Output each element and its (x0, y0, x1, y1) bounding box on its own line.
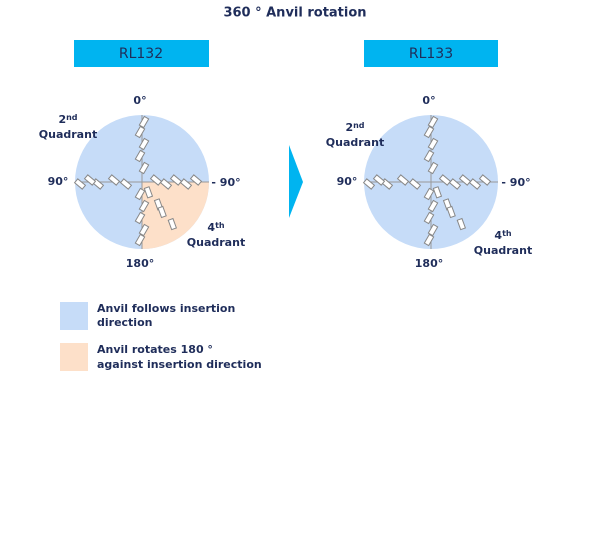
component (372, 174, 386, 186)
component (138, 161, 150, 175)
angle-label: 90° (337, 175, 358, 188)
quadrant-label: 4th (207, 221, 224, 235)
quadrant-label: Quadrant (474, 244, 532, 257)
component (396, 174, 410, 186)
legend-text: against insertion direction (97, 358, 262, 371)
component (408, 178, 422, 190)
component (169, 174, 183, 186)
title: 360 ° Anvil rotation (223, 6, 366, 21)
component (73, 178, 87, 190)
legend-swatch (60, 302, 88, 330)
component (427, 161, 439, 175)
component (83, 174, 97, 186)
component (448, 178, 462, 190)
component (423, 211, 435, 225)
component (432, 186, 443, 199)
component (157, 205, 167, 219)
component (427, 199, 439, 213)
q-suffix: nd (353, 121, 365, 130)
component (458, 174, 472, 186)
component (423, 187, 435, 201)
component (179, 178, 193, 190)
component (138, 115, 150, 129)
header-box (74, 40, 209, 67)
q-number: 2 (345, 121, 353, 134)
quadrant-label: 4th (494, 229, 511, 243)
component (138, 199, 150, 213)
angle-label: 180° (126, 257, 154, 270)
component (427, 137, 439, 151)
legend-text: Anvil follows insertion (97, 302, 235, 315)
quadrant-label: 2nd (345, 121, 364, 135)
legend-text: Anvil rotates 180 ° (97, 343, 213, 356)
component (423, 233, 435, 247)
angle-label: - 90° (501, 176, 530, 189)
angle-label: 0° (422, 94, 435, 107)
q-suffix: th (502, 229, 512, 238)
component (438, 174, 452, 186)
component (427, 223, 439, 237)
component (107, 174, 121, 186)
components (73, 115, 492, 247)
component (468, 178, 482, 190)
angle-label: 90° (48, 175, 69, 188)
q-suffix: th (215, 221, 225, 230)
component (427, 115, 439, 129)
component (423, 149, 435, 163)
angle-label: - 90° (211, 176, 240, 189)
component (138, 223, 150, 237)
legend-text: direction (97, 316, 152, 329)
q-number: 4 (494, 229, 502, 242)
component (189, 174, 203, 186)
quadrant-label: 2nd (58, 113, 77, 127)
component (134, 149, 146, 163)
angle-label: 180° (415, 257, 443, 270)
angle-label: 0° (133, 94, 146, 107)
component (423, 125, 435, 139)
component (478, 174, 492, 186)
quadrant-label: Quadrant (187, 236, 245, 249)
component (138, 137, 150, 151)
legend-swatch (60, 343, 88, 371)
component (446, 205, 456, 219)
q-number: 2 (58, 113, 66, 126)
component (362, 178, 376, 190)
component (456, 217, 467, 231)
component (119, 178, 133, 190)
q-suffix: nd (66, 113, 78, 122)
header-box (364, 40, 498, 67)
component (134, 233, 146, 247)
component (134, 187, 146, 201)
component (167, 217, 178, 231)
component (134, 125, 146, 139)
component (159, 178, 173, 190)
component (143, 186, 154, 199)
q-number: 4 (207, 221, 215, 234)
quadrant-label: Quadrant (326, 136, 384, 149)
arrow (289, 145, 303, 218)
component (149, 174, 163, 186)
quadrant-label: Quadrant (39, 128, 97, 141)
header: RL132 (119, 46, 163, 62)
header: RL133 (409, 46, 453, 62)
component (134, 211, 146, 225)
